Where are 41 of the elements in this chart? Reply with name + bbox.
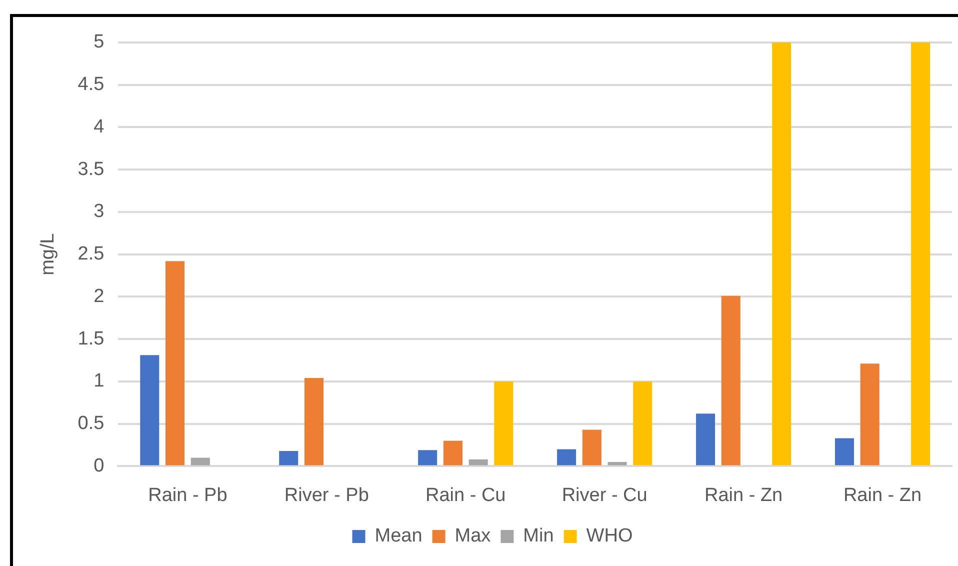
bar (696, 414, 716, 466)
bar (557, 449, 576, 466)
bar (911, 42, 930, 466)
bar (834, 438, 854, 466)
x-tick-label: Rain - Zn (843, 484, 922, 506)
y-tick-label: 1.5 (78, 328, 104, 350)
legend-label: WHO (586, 526, 633, 547)
x-tick-label: River - Cu (562, 484, 648, 506)
y-tick-label: 0 (94, 455, 104, 476)
bar (468, 459, 488, 466)
x-tick-label: Rain - Cu (426, 484, 506, 506)
y-tick-label: 2 (94, 286, 104, 307)
bar (721, 296, 740, 466)
y-tick-label: 3 (94, 201, 104, 222)
legend-label: Min (523, 526, 554, 547)
y-tick-label: 5 (94, 32, 104, 53)
y-tick-label: 0.5 (78, 413, 104, 434)
bar (582, 430, 602, 466)
y-tick-label: 3.5 (78, 158, 104, 180)
bar (494, 381, 514, 466)
legend-label: Mean (374, 526, 422, 547)
bar (418, 450, 438, 466)
y-tick-label: 4 (94, 116, 105, 138)
bar (279, 450, 298, 466)
bar (190, 458, 210, 466)
legend-label: Max (454, 526, 492, 547)
x-tick-label: Rain - Pb (148, 484, 228, 506)
bar (140, 355, 160, 466)
bar (772, 42, 792, 466)
y-axis-title: mg/L (38, 233, 59, 276)
y-tick-label: 1 (94, 370, 104, 392)
y-tick-label: 2.5 (78, 244, 104, 265)
bar (860, 364, 880, 466)
bar (633, 381, 652, 466)
x-tick-label: River - Pb (284, 484, 369, 506)
bar (304, 378, 324, 466)
x-tick-label: Rain - Zn (704, 484, 783, 506)
y-tick-label: 4.5 (78, 74, 104, 96)
bar (443, 440, 462, 466)
bar (608, 462, 627, 466)
bar (166, 261, 185, 466)
